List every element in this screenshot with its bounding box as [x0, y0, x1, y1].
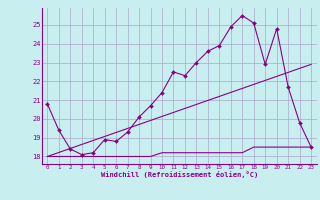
X-axis label: Windchill (Refroidissement éolien,°C): Windchill (Refroidissement éolien,°C)	[100, 171, 258, 178]
